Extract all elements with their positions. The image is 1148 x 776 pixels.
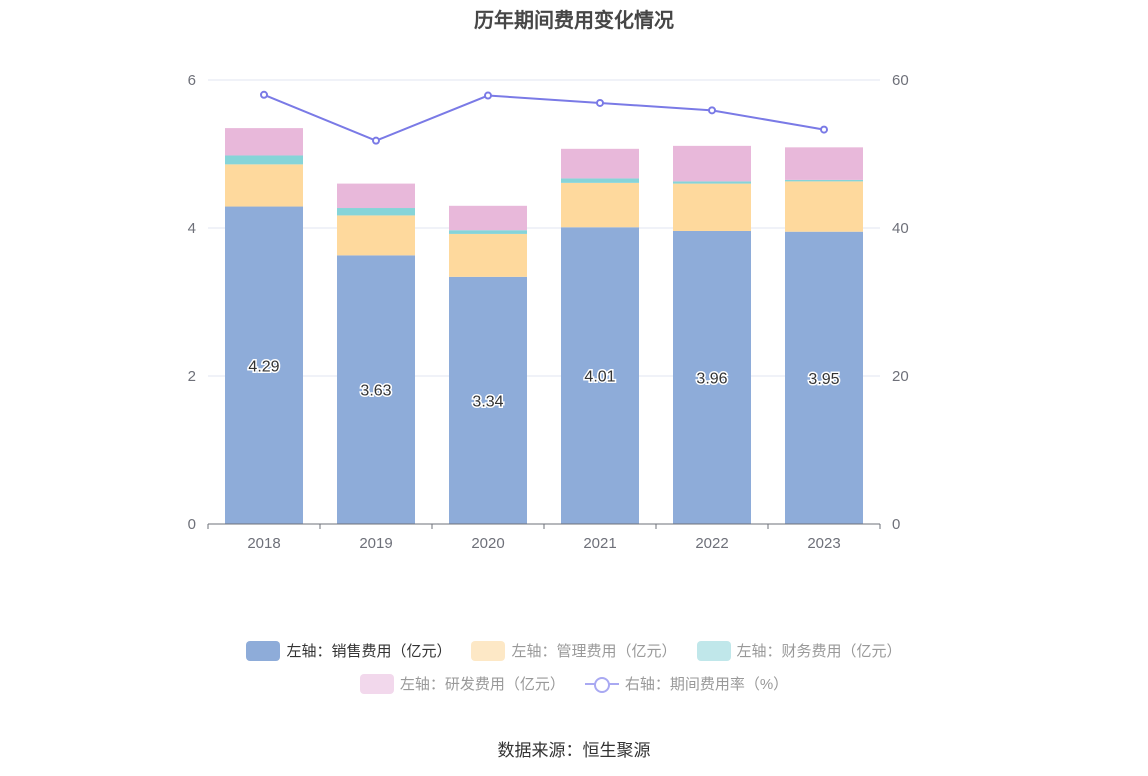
point-expense-rate-2023 <box>820 125 828 134</box>
y-left-tick-label: 2 <box>188 368 196 385</box>
legend-label-rate: 右轴：期间费用率（%） <box>624 676 789 693</box>
bar-rnd-2019 <box>337 183 415 209</box>
bar-sales-2019 <box>337 255 415 524</box>
data-label-sales: 3.96 <box>696 370 727 387</box>
bar-finance-2020 <box>449 230 527 234</box>
data-label-sales: 3.34 <box>472 393 503 410</box>
bar-sales-2020 <box>449 276 527 524</box>
bar-sales-2023 <box>785 231 863 524</box>
legend-swatch-sales <box>246 640 281 661</box>
y-left-tick-label: 6 <box>188 72 196 89</box>
data-label-sales: 4.01 <box>584 369 615 386</box>
bar-admin-2023 <box>785 181 863 232</box>
legend-swatch-admin <box>471 640 506 661</box>
line-expense-rate <box>263 93 825 142</box>
y-left-tick-label: 0 <box>188 516 196 533</box>
legend-row-1: 左轴：销售费用（亿元） 左轴：管理费用（亿元） 左轴：财务费用（亿元） <box>0 640 1148 661</box>
legend-label-rnd: 左轴：研发费用（亿元） <box>399 676 565 693</box>
legend-line-marker-icon <box>584 674 619 694</box>
bar-finance-2021 <box>561 178 639 183</box>
data-label-sales: 3.95 <box>808 371 839 388</box>
x-tick-label: 2021 <box>583 535 616 552</box>
bar-finance-2019 <box>337 208 415 216</box>
y-left-tick-label: 4 <box>188 220 196 237</box>
bar-admin-2022 <box>673 183 751 231</box>
bar-admin-2018 <box>225 164 303 207</box>
y-right-tick-label: 40 <box>892 220 909 237</box>
bar-admin-2021 <box>561 182 639 228</box>
legend-item-rnd[interactable]: 左轴：研发费用（亿元） <box>359 673 565 694</box>
bar-rnd-2023 <box>785 147 863 180</box>
legend-swatch-finance <box>696 640 731 661</box>
point-expense-rate-2022 <box>708 106 716 115</box>
x-tick-label: 2019 <box>359 535 392 552</box>
data-label-sales: 3.63 <box>360 383 391 400</box>
bar-finance-2022 <box>673 181 751 184</box>
data-source: 数据来源：恒生聚源 <box>497 741 651 760</box>
bar-rnd-2022 <box>673 145 751 182</box>
x-tick-label: 2020 <box>471 535 504 552</box>
point-expense-rate-2019 <box>372 136 380 145</box>
legend-item-rate[interactable]: 右轴：期间费用率（%） <box>584 673 789 694</box>
bar-admin-2019 <box>337 215 415 256</box>
bar-rnd-2018 <box>225 128 303 156</box>
bar-finance-2018 <box>225 155 303 165</box>
y-right-tick-label: 0 <box>892 516 900 533</box>
bar-rnd-2021 <box>561 148 639 179</box>
y-right-tick-label: 60 <box>892 72 909 89</box>
bar-finance-2023 <box>785 179 863 182</box>
bar-rnd-2020 <box>449 205 527 231</box>
legend-row-2: 左轴：研发费用（亿元） 右轴：期间费用率（%） <box>0 673 1148 694</box>
bar-sales-2022 <box>673 230 751 524</box>
x-tick-label: 2018 <box>247 535 280 552</box>
bar-sales-2021 <box>561 227 639 524</box>
point-expense-rate-2018 <box>260 90 268 99</box>
legend-label-finance: 左轴：财务费用（亿元） <box>736 643 902 660</box>
point-expense-rate-2021 <box>596 98 604 107</box>
x-tick-label: 2023 <box>807 535 840 552</box>
legend-item-sales[interactable]: 左轴：销售费用（亿元） <box>246 640 451 661</box>
legend-swatch-rnd <box>359 673 394 694</box>
legend-label-sales: 左轴：销售费用（亿元） <box>286 643 452 660</box>
point-expense-rate-2020 <box>484 91 492 100</box>
chart-title: 历年期间费用变化情况 <box>474 10 674 32</box>
bar-admin-2020 <box>449 233 527 277</box>
legend-item-admin[interactable]: 左轴：管理费用（亿元） <box>471 640 677 661</box>
data-label-sales: 4.29 <box>248 358 279 375</box>
legend-label-admin: 左轴：管理费用（亿元） <box>511 643 677 660</box>
bar-sales-2018 <box>225 206 303 525</box>
y-right-tick-label: 20 <box>892 368 909 385</box>
legend-item-finance[interactable]: 左轴：财务费用（亿元） <box>696 640 902 661</box>
x-tick-label: 2022 <box>695 535 728 552</box>
